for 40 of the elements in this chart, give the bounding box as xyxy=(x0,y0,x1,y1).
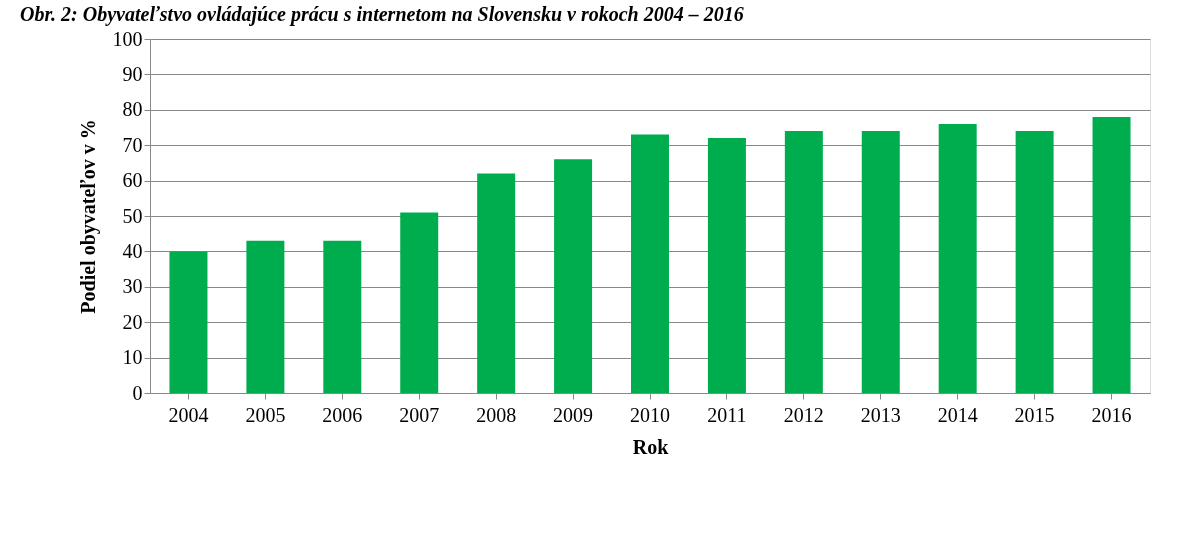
x-tick-label: 2014 xyxy=(937,403,978,426)
x-tick-label: 2009 xyxy=(553,403,594,426)
x-tick-label: 2005 xyxy=(245,403,286,426)
x-tick-label: 2013 xyxy=(860,403,901,426)
y-tick-label: 70 xyxy=(122,133,143,156)
bar xyxy=(169,251,208,393)
x-tick-label: 2008 xyxy=(476,403,517,426)
bar xyxy=(477,173,516,393)
bar xyxy=(707,138,746,393)
bar xyxy=(861,131,900,393)
bar xyxy=(1092,116,1131,393)
bar xyxy=(323,240,362,393)
bar xyxy=(938,123,977,393)
x-tick-label: 2016 xyxy=(1091,403,1132,426)
y-tick-label: 20 xyxy=(122,310,143,333)
x-tick-label: 2015 xyxy=(1014,403,1055,426)
y-tick-label: 40 xyxy=(122,239,143,262)
y-tick-label: 90 xyxy=(122,62,143,85)
y-tick-label: 10 xyxy=(122,346,143,369)
bar xyxy=(784,131,823,393)
x-tick-label: 2010 xyxy=(630,403,670,426)
y-axis-title: Podiel obyvateľov v % xyxy=(76,119,100,314)
bar xyxy=(554,159,593,393)
x-tick-label: 2012 xyxy=(783,403,824,426)
bar xyxy=(400,212,439,393)
y-tick-label: 0 xyxy=(132,381,143,404)
chart-title: Obr. 2: Obyvateľstvo ovládajúce prácu s internetom na Slovensku v rokoch 2004 – 2016 xyxy=(20,3,744,26)
y-tick-label: 60 xyxy=(122,169,143,192)
bar xyxy=(246,240,285,393)
bar xyxy=(631,134,669,393)
x-tick-label: 2007 xyxy=(399,403,440,426)
y-tick-label: 100 xyxy=(112,27,143,50)
x-tick-label: 2004 xyxy=(168,403,209,426)
x-tick-label: 2011 xyxy=(707,403,747,426)
y-tick-label: 50 xyxy=(122,204,143,227)
y-tick-label: 30 xyxy=(122,275,143,298)
x-axis-title: Rok xyxy=(632,435,670,458)
x-tick-label: 2006 xyxy=(322,403,363,426)
y-tick-label: 80 xyxy=(122,98,143,121)
bar xyxy=(1015,131,1054,393)
